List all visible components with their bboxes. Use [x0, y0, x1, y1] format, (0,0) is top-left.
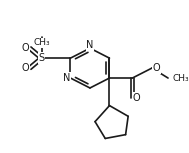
- Text: O: O: [22, 43, 29, 53]
- Text: O: O: [153, 63, 160, 73]
- Text: CH₃: CH₃: [173, 74, 189, 82]
- Text: CH₃: CH₃: [33, 38, 50, 47]
- Text: O: O: [133, 93, 141, 103]
- Text: O: O: [22, 63, 29, 73]
- Text: S: S: [39, 53, 45, 63]
- Text: N: N: [86, 40, 94, 50]
- Text: N: N: [63, 73, 70, 83]
